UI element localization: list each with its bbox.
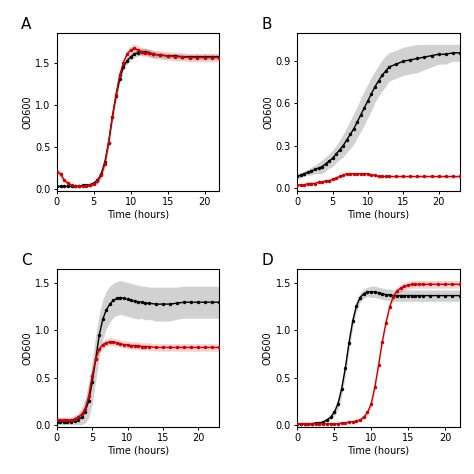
X-axis label: Time (hours): Time (hours) xyxy=(347,446,410,456)
Y-axis label: OD600: OD600 xyxy=(263,95,273,128)
Text: B: B xyxy=(262,18,272,32)
Text: C: C xyxy=(21,254,32,268)
Text: A: A xyxy=(21,18,31,32)
Text: D: D xyxy=(262,254,273,268)
X-axis label: Time (hours): Time (hours) xyxy=(347,210,410,219)
X-axis label: Time (hours): Time (hours) xyxy=(107,210,169,219)
Y-axis label: OD600: OD600 xyxy=(22,95,33,128)
Y-axis label: OD600: OD600 xyxy=(263,331,273,365)
X-axis label: Time (hours): Time (hours) xyxy=(107,446,169,456)
Y-axis label: OD600: OD600 xyxy=(22,331,33,365)
